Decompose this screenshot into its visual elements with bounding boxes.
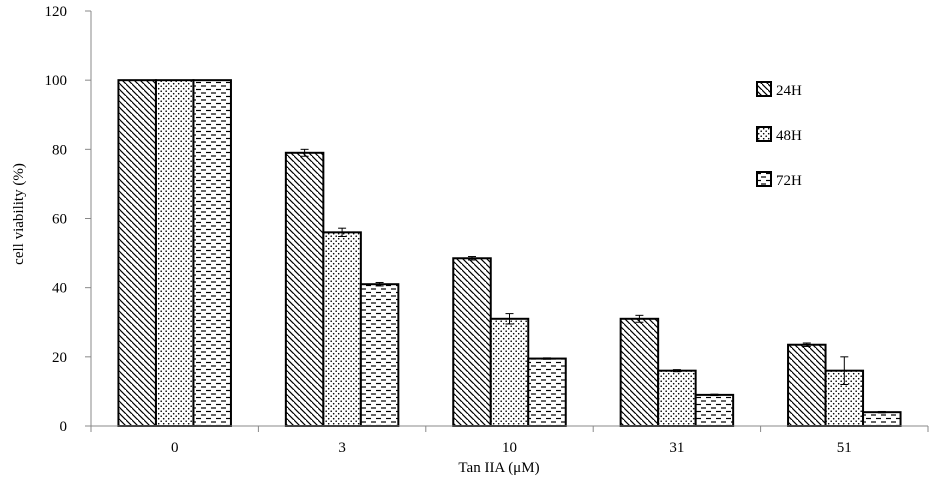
error-bar-24H-31 bbox=[635, 314, 644, 323]
bar-72H-10 bbox=[527, 357, 567, 427]
x-tick-label: 0 bbox=[171, 440, 179, 456]
y-tick-label: 20 bbox=[52, 350, 67, 366]
legend-swatch bbox=[756, 126, 772, 142]
error-bar-72H-31 bbox=[710, 393, 719, 397]
error-bar-24H-3 bbox=[300, 148, 309, 157]
bar-48H-31 bbox=[657, 369, 697, 427]
bar-72H-0 bbox=[192, 79, 232, 428]
bar-48H-3 bbox=[322, 231, 362, 427]
x-tick-label: 10 bbox=[502, 440, 517, 456]
error-bar-48H-31 bbox=[672, 369, 681, 373]
error-bar-48H-51 bbox=[840, 356, 849, 385]
error-bar-72H-10 bbox=[543, 357, 551, 360]
legend-label: 24H bbox=[776, 83, 802, 99]
legend-item-48H: 48H bbox=[756, 126, 802, 144]
bar-72H-31 bbox=[694, 393, 735, 427]
y-tick-label: 100 bbox=[45, 73, 68, 89]
error-bar-48H-3 bbox=[338, 227, 347, 237]
bar-24H-51 bbox=[787, 343, 827, 427]
error-bar-24H-10 bbox=[468, 256, 476, 261]
legend-item-24H: 24H bbox=[756, 81, 802, 99]
x-tick-label: 3 bbox=[338, 440, 346, 456]
error-bars bbox=[300, 148, 886, 414]
x-tick-label: 51 bbox=[837, 440, 852, 456]
legend-swatch bbox=[756, 171, 772, 187]
y-tick-label: 80 bbox=[52, 142, 67, 158]
legend-swatch bbox=[756, 81, 772, 97]
bar-24H-10 bbox=[452, 257, 492, 428]
bar-24H-0 bbox=[117, 79, 157, 428]
y-tick-label: 40 bbox=[52, 281, 67, 297]
x-tick-label: 31 bbox=[669, 440, 684, 456]
legend-item-72H: 72H bbox=[756, 171, 802, 189]
legend-label: 48H bbox=[776, 128, 802, 144]
y-tick-label: 120 bbox=[45, 4, 68, 20]
error-bar-72H-3 bbox=[375, 281, 384, 287]
error-bar-48H-10 bbox=[505, 313, 514, 325]
error-bar-24H-51 bbox=[802, 342, 811, 347]
bar-48H-0 bbox=[154, 79, 195, 428]
y-tick-label: 60 bbox=[52, 212, 67, 228]
error-bar-72H-51 bbox=[877, 410, 886, 414]
legend: 24H 48H 72H bbox=[756, 81, 802, 189]
y-axis-title: cell viability (%) bbox=[11, 163, 27, 265]
bar-24H-31 bbox=[619, 317, 660, 427]
x-axis-title: Tan IIA (μM) bbox=[458, 460, 539, 476]
bar-24H-3 bbox=[284, 151, 325, 428]
legend-label: 72H bbox=[776, 173, 802, 189]
bar-72H-51 bbox=[862, 411, 902, 427]
bar-72H-3 bbox=[359, 283, 400, 428]
bar-48H-10 bbox=[489, 317, 530, 427]
y-tick-label: 0 bbox=[60, 419, 68, 435]
axes: 0 20 40 60 80 100 120 0 3 10 31 51 bbox=[45, 4, 929, 456]
